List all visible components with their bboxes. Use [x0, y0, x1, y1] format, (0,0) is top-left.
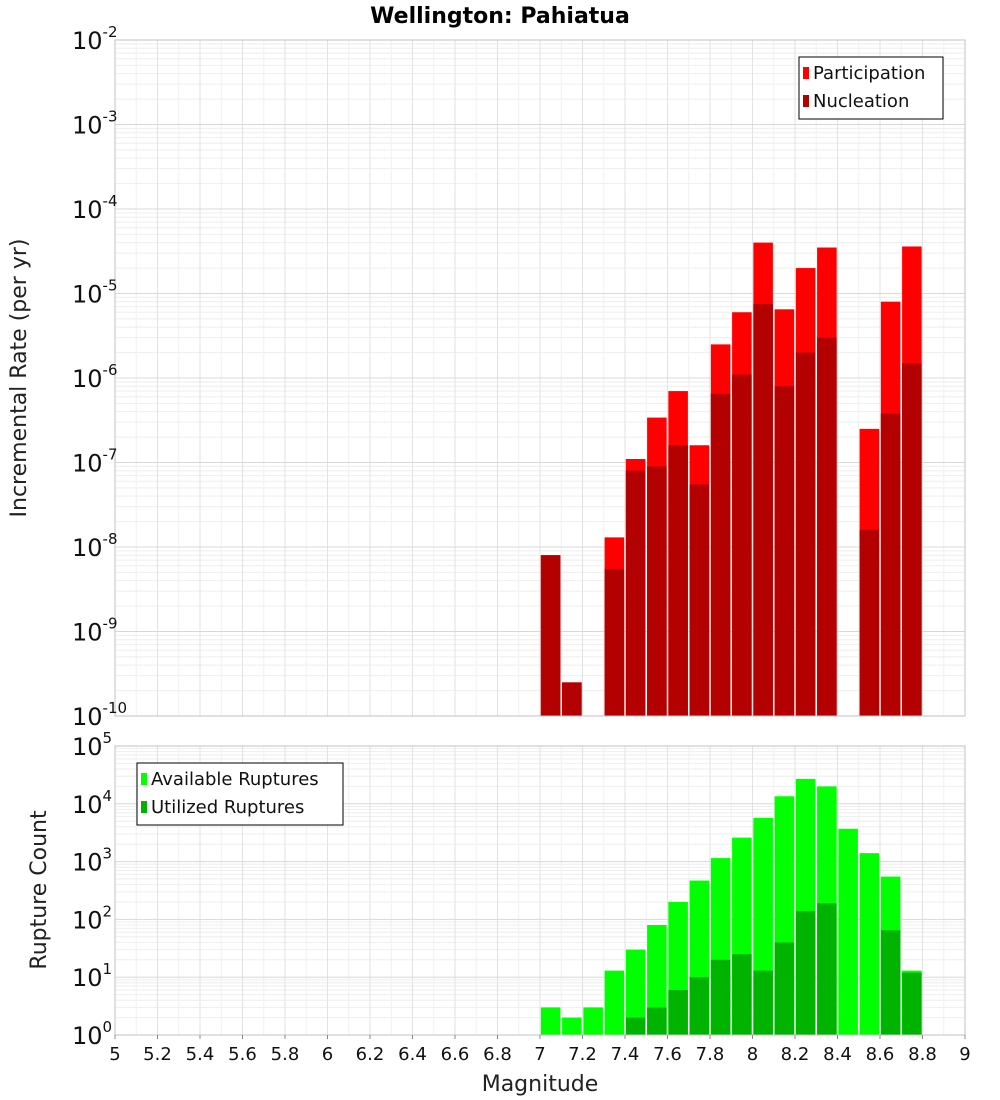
count-bar-utilized-ruptures — [689, 977, 710, 1035]
rate-bar-nucleation — [732, 374, 752, 716]
rate-chart: 10-10 10-9 10-8 10-7 10-6 10-5 10-4 10-3 10-2 Par… — [72, 23, 966, 731]
x-tick-label: 5 — [109, 1044, 120, 1065]
count-y-axis-label: Rupture Count — [27, 810, 52, 970]
x-tick-label: 9 — [959, 1044, 970, 1065]
rate-y-tick-label: 10-7 — [72, 446, 118, 478]
rate-bar-nucleation — [753, 304, 773, 716]
rate-y-tick-label: 10-10 — [72, 699, 127, 731]
rate-y-tick-label: 10-9 — [72, 615, 118, 647]
count-bar-utilized-ruptures — [647, 1007, 667, 1035]
x-tick-label: 7 — [534, 1044, 545, 1065]
count-bar-available-ruptures — [540, 1007, 561, 1035]
count-legend-label: Utilized Ruptures — [151, 797, 304, 818]
rate-plot-frame — [114, 39, 966, 717]
x-tick-label: 5.6 — [228, 1044, 257, 1065]
x-tick-label: 5.8 — [271, 1044, 300, 1065]
count-y-tick-label: 102 — [72, 902, 112, 934]
rate-bar-nucleation — [689, 484, 710, 716]
x-tick-label: 8 — [747, 1044, 758, 1065]
rate-y-tick-label: 10-3 — [72, 108, 118, 140]
rate-bar-nucleation — [859, 529, 880, 716]
count-bar-available-ruptures — [859, 853, 880, 1035]
count-y-tick-label: 104 — [72, 787, 112, 819]
x-tick-label: 7.4 — [611, 1044, 640, 1065]
x-tick-label: 7.8 — [696, 1044, 725, 1065]
x-tick-label: 7.2 — [568, 1044, 597, 1065]
rate-y-axis-label: Incremental Rate (per yr) — [7, 239, 32, 518]
rate-legend-label: Nucleation — [813, 91, 909, 112]
rate-y-tick-label: 10-2 — [72, 23, 118, 55]
count-bar-utilized-ruptures — [625, 1017, 646, 1035]
rate-legend-swatch — [803, 95, 809, 107]
rate-bar-nucleation — [795, 352, 816, 716]
count-bar-available-ruptures — [562, 1017, 582, 1035]
count-bar-utilized-ruptures — [902, 972, 922, 1035]
rate-bar-nucleation — [562, 682, 582, 716]
rate-bar-nucleation — [647, 466, 667, 716]
rate-bar-nucleation — [604, 568, 625, 716]
count-bar-utilized-ruptures — [817, 903, 837, 1035]
rate-legend: Participation Nucleation — [798, 56, 944, 120]
count-legend-swatch — [141, 773, 147, 785]
count-bar-utilized-ruptures — [710, 959, 731, 1035]
rate-bar-nucleation — [540, 555, 561, 716]
count-legend-swatch — [141, 801, 147, 813]
rate-legend-label: Participation — [813, 63, 925, 84]
count-bar-available-ruptures — [838, 828, 858, 1035]
count-bar-utilized-ruptures — [880, 930, 901, 1035]
rate-bar-nucleation — [902, 363, 922, 716]
rate-y-tick-label: 10-4 — [72, 192, 118, 224]
rate-bar-nucleation — [668, 445, 688, 716]
count-bar-utilized-ruptures — [753, 970, 773, 1035]
x-tick-label: 6.4 — [398, 1044, 427, 1065]
count-bar-utilized-ruptures — [774, 942, 795, 1035]
x-tick-label: 8.8 — [908, 1044, 937, 1065]
count-bar-available-ruptures — [604, 970, 625, 1035]
chart-title: Wellington: Pahiatua — [370, 4, 630, 29]
rate-y-tick-label: 10-6 — [72, 361, 118, 393]
count-bar-available-ruptures — [625, 949, 646, 1035]
count-legend-box — [136, 762, 344, 826]
count-y-tick-label: 103 — [72, 845, 112, 877]
rate-bar-nucleation — [710, 393, 731, 716]
rate-legend-box — [798, 56, 944, 120]
x-tick-label: 7.6 — [653, 1044, 682, 1065]
rate-bar-nucleation — [625, 470, 646, 716]
count-bar-utilized-ruptures — [732, 954, 752, 1035]
x-tick-label: 6.8 — [483, 1044, 512, 1065]
rate-legend-swatch — [803, 67, 809, 79]
x-tick-label: 6.2 — [356, 1044, 385, 1065]
rate-bar-nucleation — [817, 337, 837, 716]
count-y-tick-label: 105 — [72, 729, 112, 761]
rate-bar-nucleation — [774, 386, 795, 716]
rupture-count-chart: 100 101 102 103 104 105 5 5.2 5.4 5.6 5.8 6 6.2 6.4 6.… — [72, 729, 971, 1065]
count-legend: Available Ruptures Utilized Ruptures — [136, 762, 344, 826]
x-tick-label: 8.2 — [781, 1044, 810, 1065]
x-tick-label: 6.6 — [441, 1044, 470, 1065]
x-axis-label: Magnitude — [482, 1072, 599, 1097]
x-tick-label: 5.2 — [143, 1044, 172, 1065]
rate-y-tick-label: 10-8 — [72, 530, 118, 562]
rate-y-tick-label: 10-5 — [72, 277, 118, 309]
x-tick-label: 8.4 — [823, 1044, 852, 1065]
x-tick-label: 5.4 — [186, 1044, 215, 1065]
count-y-tick-label: 100 — [72, 1018, 112, 1050]
count-legend-label: Available Ruptures — [151, 769, 319, 790]
count-y-tick-label: 101 — [72, 960, 112, 992]
count-bar-utilized-ruptures — [668, 990, 688, 1035]
count-bar-available-ruptures — [583, 1007, 603, 1035]
rate-bar-nucleation — [880, 413, 901, 716]
x-tick-label: 6 — [322, 1044, 333, 1065]
x-tick-label: 8.6 — [866, 1044, 895, 1065]
count-bar-utilized-ruptures — [795, 910, 816, 1035]
